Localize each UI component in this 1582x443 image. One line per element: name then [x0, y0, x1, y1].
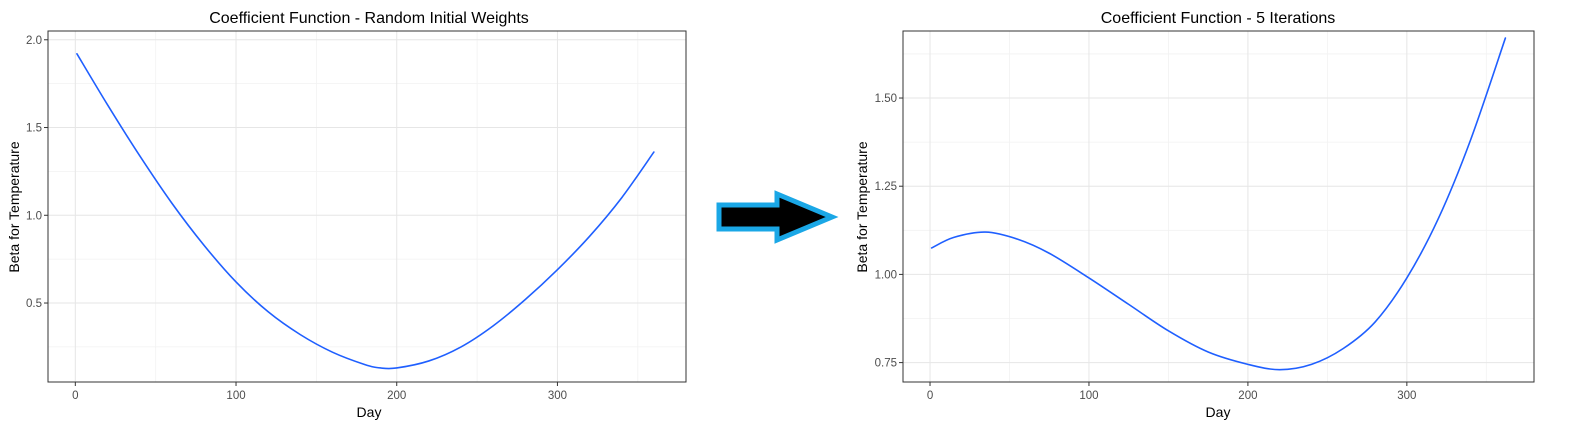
grid [903, 31, 1534, 382]
x-tick-label: 200 [1238, 390, 1257, 402]
x-axis-label: Day [357, 404, 382, 420]
grid [48, 31, 686, 382]
ticks: 0 100 200 300 0.75 1.00 1.25 1.50 [875, 93, 1417, 402]
y-tick-label: 0.75 [875, 358, 897, 370]
x-tick-label: 300 [1397, 390, 1416, 402]
x-tick-label: 100 [226, 390, 245, 402]
series-line [930, 37, 1507, 371]
x-tick-label: 0 [72, 390, 78, 402]
y-tick-label: 1.50 [875, 93, 897, 105]
x-tick-label: 0 [927, 390, 933, 402]
series-layer [76, 53, 655, 370]
series-layer [930, 37, 1507, 371]
y-tick-label: 1.00 [875, 269, 897, 281]
x-tick-label: 300 [548, 390, 567, 402]
x-tick-label: 100 [1079, 390, 1098, 402]
panel-border [47, 30, 687, 383]
y-axis-label: Beta for Temperature [6, 141, 22, 272]
panel-border [902, 30, 1535, 383]
series-line [76, 53, 655, 370]
y-tick-label: 2.0 [26, 35, 42, 47]
chart-title: Coefficient Function - 5 Iterations [1101, 10, 1336, 27]
chart-left: Coefficient Function - Random Initial We… [6, 10, 687, 420]
x-tick-label: 200 [387, 390, 406, 402]
y-tick-label: 0.5 [26, 298, 42, 310]
x-axis-label: Day [1206, 404, 1231, 420]
ticks: 0 100 200 300 0.5 1.0 1.5 2.0 [26, 35, 567, 402]
y-axis-label: Beta for Temperature [854, 141, 870, 272]
right-arrow-icon [716, 190, 839, 244]
chart-right: Coefficient Function - 5 Iterations 0 100… [854, 10, 1535, 420]
y-tick-label: 1.25 [875, 181, 897, 193]
y-tick-label: 1.0 [26, 210, 42, 222]
chart-title: Coefficient Function - Random Initial We… [209, 10, 529, 27]
y-tick-label: 1.5 [26, 123, 42, 135]
